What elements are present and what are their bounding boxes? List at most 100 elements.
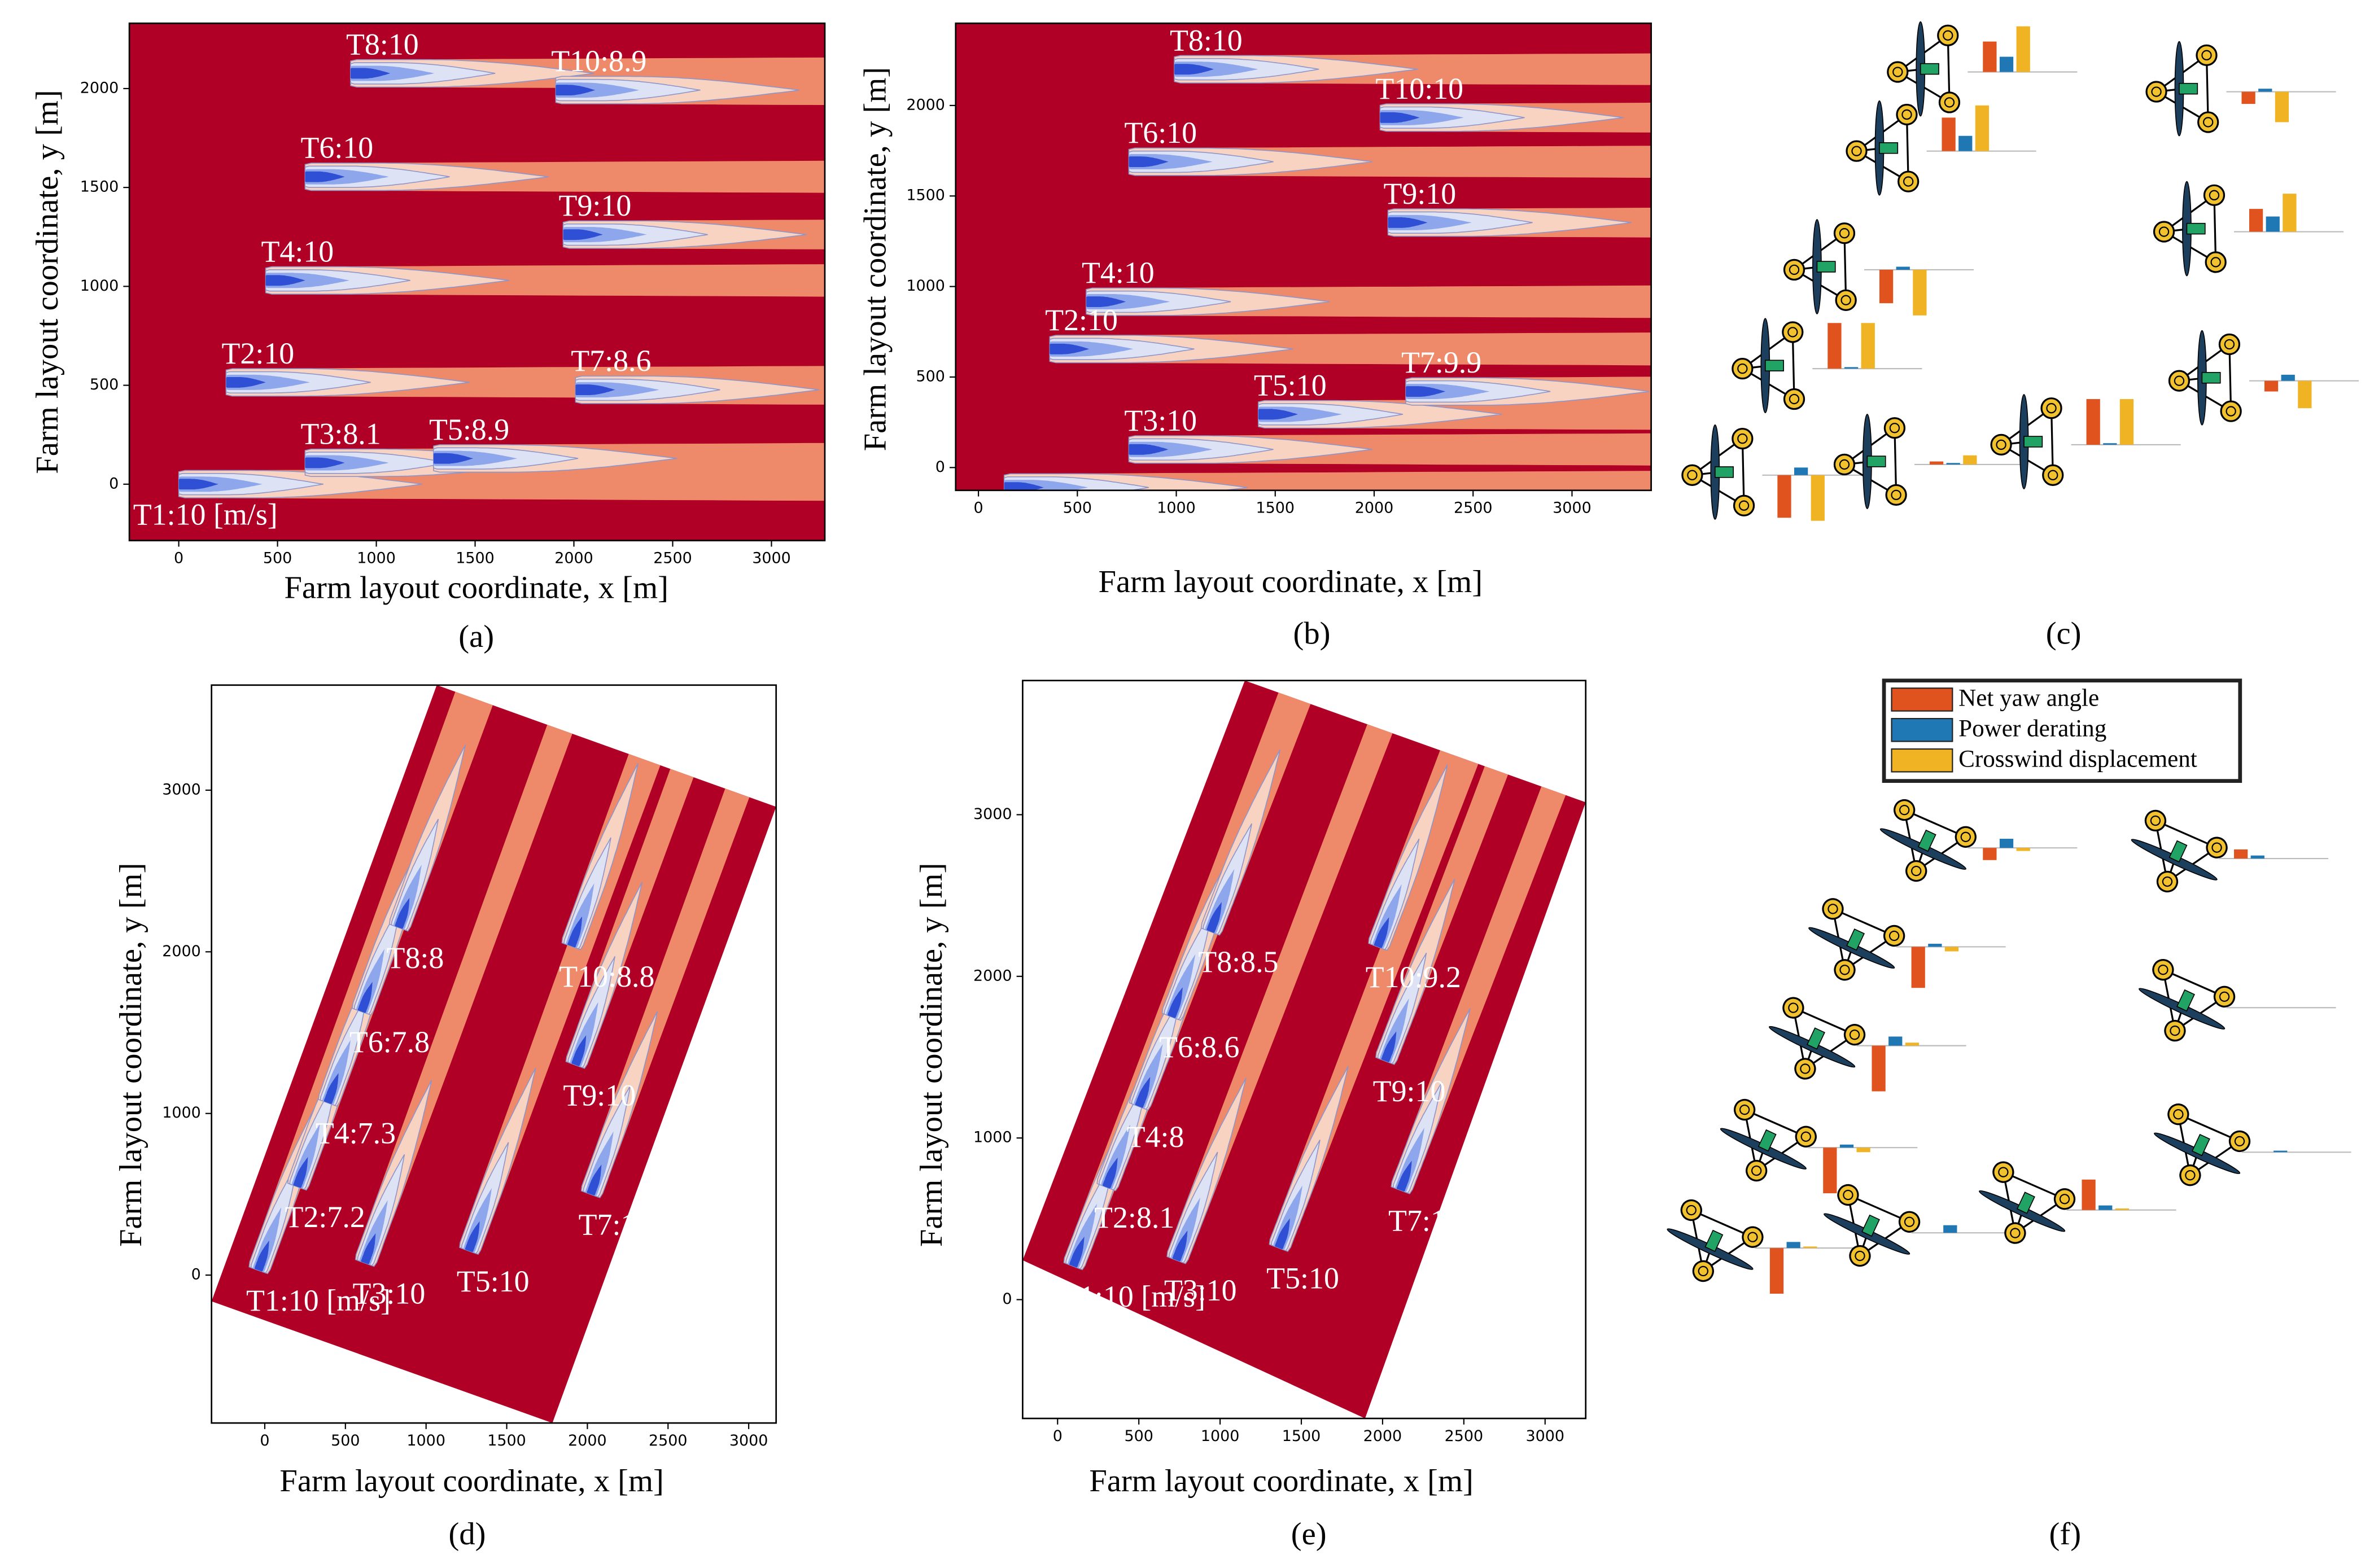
float	[1990, 433, 2012, 456]
float-inner	[1800, 1063, 1811, 1074]
turbine-label: T8:8.5	[1198, 945, 1278, 979]
turbine	[1388, 217, 1428, 228]
turbine-label: T10:9.2	[1366, 960, 1461, 994]
y-tick-label: 2000	[973, 967, 1012, 984]
float-inner	[1851, 146, 1862, 156]
bar	[1777, 475, 1791, 518]
float-inner	[2185, 1170, 2196, 1181]
float	[1883, 417, 1906, 439]
float-inner	[2209, 190, 2220, 201]
bar	[1929, 461, 1944, 465]
turbine-label: T6:7.8	[349, 1025, 430, 1059]
x-tick-label: 2500	[1445, 1427, 1484, 1445]
float-inner	[2210, 257, 2221, 268]
bar	[1769, 1248, 1784, 1294]
x-axis-label: Farm layout coordinate, x [m]	[1089, 1464, 1474, 1499]
float	[2218, 333, 2241, 356]
y-tick-label: 1500	[906, 187, 945, 204]
bar	[2281, 374, 2295, 381]
bar	[1794, 467, 1808, 475]
turbine-icon	[2168, 330, 2242, 426]
float	[2144, 809, 2167, 832]
y-tick-label: 500	[916, 367, 945, 385]
legend-swatch	[1891, 718, 1953, 742]
float-inner	[1855, 1250, 1865, 1262]
legend-label: Net yaw angle	[1958, 685, 2099, 712]
float	[2179, 1164, 2201, 1186]
y-tick-label: 1000	[973, 1129, 1012, 1146]
turbine-label: T10:10	[1375, 72, 1463, 106]
turbine-icon	[1783, 219, 1857, 314]
bar	[2234, 849, 2248, 859]
float-inner	[1787, 327, 1798, 338]
turbine-label: T5:10	[1266, 1262, 1339, 1295]
nacelle	[1715, 466, 1734, 478]
turbine-label: T1:10 [m/s]	[133, 498, 278, 532]
x-tick-label: 3000	[729, 1432, 768, 1449]
float-inner	[2203, 117, 2214, 128]
bar	[2119, 399, 2134, 445]
turbine	[1004, 482, 1044, 490]
bar	[1879, 269, 1894, 304]
float-inner	[1737, 363, 1748, 374]
float-inner	[1800, 1131, 1811, 1142]
turbine-label: T4:7.3	[316, 1116, 396, 1150]
float-inner	[1840, 295, 1851, 305]
turbine	[351, 68, 391, 79]
bar	[1872, 1045, 1886, 1092]
x-tick-label: 500	[1124, 1427, 1153, 1445]
float-inner	[1737, 433, 1748, 444]
bar	[1913, 269, 1927, 316]
float	[1732, 357, 1754, 380]
nacelle	[1807, 1027, 1825, 1050]
float	[1794, 1058, 1816, 1080]
turbine-icon	[1833, 414, 1907, 509]
turbine	[433, 453, 474, 464]
turbine-label: T6:10	[300, 131, 373, 165]
float	[1894, 799, 1916, 821]
float	[1883, 925, 1905, 947]
x-tick-label: 2000	[554, 550, 593, 567]
bar	[1999, 56, 2014, 72]
turbine-label: T3:10	[1124, 404, 1197, 437]
float	[1733, 1098, 1756, 1121]
plot-frame	[1022, 680, 1587, 1420]
bar	[1811, 475, 1825, 521]
nacelle	[2168, 840, 2188, 863]
float-inner	[2162, 876, 2173, 887]
y-tick-label: 1000	[80, 277, 119, 295]
float	[1834, 959, 1856, 981]
float-inner	[1888, 930, 1900, 941]
float-inner	[1839, 459, 1850, 470]
turbine-label: T1:10 [m/s]	[959, 501, 1103, 535]
bar	[2266, 216, 2280, 232]
bar	[2082, 1179, 2096, 1210]
x-tick-label: 500	[263, 550, 292, 567]
float	[1898, 1211, 1921, 1233]
float-inner	[2046, 403, 2057, 414]
float	[2004, 1222, 2026, 1244]
turbine	[1135, 1076, 1151, 1108]
float	[2156, 870, 2179, 893]
float-inner	[1751, 1165, 1762, 1176]
float	[1822, 898, 1844, 920]
float-inner	[1789, 393, 1800, 405]
float	[1783, 388, 1805, 410]
panel-caption: (f)	[2049, 1517, 2082, 1552]
turbine	[265, 275, 305, 286]
turbine-label: T1:10 [m/s]	[1061, 1280, 1205, 1313]
turbine	[1168, 987, 1183, 1018]
bar	[1786, 1242, 1800, 1249]
turbine-label: T2:10	[1045, 303, 1118, 337]
turbine-label: T3:10	[353, 1276, 426, 1310]
turbine	[571, 1035, 587, 1067]
turbine	[305, 457, 345, 468]
x-tick-label: 2500	[1454, 500, 1493, 517]
float	[1742, 1226, 1764, 1248]
float-inner	[1839, 228, 1850, 239]
float-inner	[2048, 470, 2058, 480]
y-tick-label: 3000	[162, 781, 201, 798]
nacelle	[1917, 829, 1936, 852]
turbine	[178, 479, 218, 490]
x-axis-label: Farm layout coordinate, x [m]	[284, 571, 668, 606]
